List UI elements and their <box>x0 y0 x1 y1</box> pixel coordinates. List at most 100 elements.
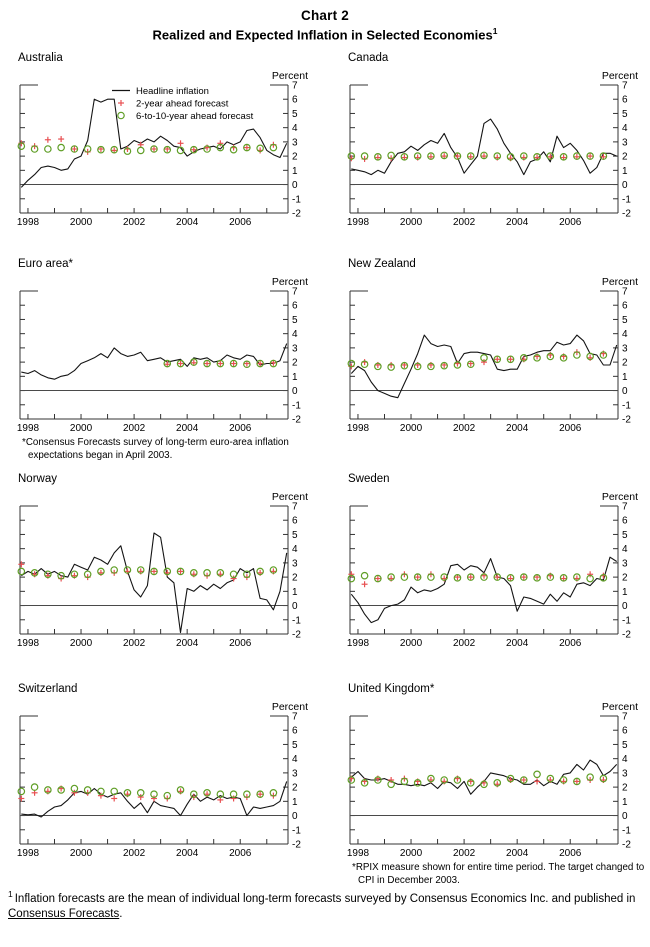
two-year-forecast-markers <box>348 349 607 370</box>
y-tick-label: -1 <box>622 401 631 412</box>
two-year-forecast-markers <box>164 360 277 368</box>
six-to-ten-year-forecast-markers <box>347 572 608 583</box>
plot-svg: 7 6 5 4 3 2 1 0 -1 -2 1998 2000 2002 2004 2006 Percent <box>17 276 308 434</box>
y-tick-label: 7 <box>292 502 298 513</box>
y-tick-label: 5 <box>622 530 628 541</box>
y-tick-label: 3 <box>622 138 628 149</box>
y-tick-label: 0 <box>292 180 298 191</box>
six-to-ten-year-forecast-markers <box>347 770 608 789</box>
chart-title-euro-area: Euro area* <box>18 258 73 271</box>
chart-united-kingdom: United Kingdom* 7 6 5 4 3 2 1 0 -1 -2 1998 2000 2002… <box>347 683 650 886</box>
x-tick-label: 2004 <box>506 638 529 649</box>
y-tick-label: 3 <box>292 138 298 149</box>
footnote-publication: Consensus Forecasts <box>8 907 120 920</box>
chart-plot-sweden: 7 6 5 4 3 2 1 0 -1 -2 1998 2000 2002 2004 2006 Percent <box>347 488 650 652</box>
footnote-period: . <box>119 907 123 920</box>
y-tick-label: 4 <box>292 544 298 555</box>
y-tick-label: 6 <box>292 516 298 527</box>
chart-title-canada: Canada <box>348 52 389 65</box>
two-year-forecast-markers <box>18 136 277 156</box>
y-tick-label: 0 <box>622 601 628 612</box>
y-tick-label: 2 <box>292 152 298 163</box>
y-tick-label: 2 <box>292 573 298 584</box>
y-tick-label: 2 <box>622 783 628 794</box>
axis-tick-labels: 7 6 5 4 3 2 1 0 -1 -2 1998 2000 2002 2004 2006 Percent <box>347 70 638 228</box>
y-tick-label: 4 <box>622 544 628 555</box>
chart-norway: Norway 7 6 5 4 3 2 1 0 -1 -2 1998 2000 2002 2004 2006 P… <box>17 473 320 683</box>
x-tick-label: 2000 <box>400 217 423 228</box>
chart-plot-new-zealand: 7 6 5 4 3 2 1 0 -1 -2 1998 2000 2002 2004 2006 Percent <box>347 273 650 437</box>
x-tick-label: 2004 <box>176 848 199 859</box>
y-tick-label: 3 <box>622 769 628 780</box>
y-tick-label: 6 <box>622 95 628 106</box>
figure-subtitle-text: Realized and Expected Inflation in Selec… <box>152 27 493 43</box>
two-year-forecast-markers <box>348 775 607 788</box>
y-tick-label: 7 <box>292 287 298 298</box>
y-tick-label: 5 <box>622 315 628 326</box>
y-tick-label: 3 <box>622 559 628 570</box>
y-tick-label: 0 <box>292 386 298 397</box>
y-tick-label: 4 <box>622 754 628 765</box>
x-tick-label: 2002 <box>123 638 146 649</box>
y-tick-label: 2 <box>292 358 298 369</box>
y-tick-label: 0 <box>622 180 628 191</box>
plot-svg: 7 6 5 4 3 2 1 0 -1 -2 1998 2000 2002 2004 2006 Percent <box>347 70 638 228</box>
x-tick-label: 2006 <box>559 217 582 228</box>
chart-title-switzerland: Switzerland <box>18 683 78 696</box>
axis-tick-labels: 7 6 5 4 3 2 1 0 -1 -2 1998 2000 2002 2004 2006 Percent <box>17 701 308 859</box>
x-tick-label: 2006 <box>229 217 252 228</box>
legend-circle-sample <box>117 112 125 120</box>
y-tick-label: -2 <box>622 209 631 220</box>
y-tick-label: 6 <box>622 516 628 527</box>
two-year-forecast-markers <box>348 571 607 588</box>
y-tick-label: 7 <box>622 502 628 513</box>
x-tick-label: 2004 <box>506 217 529 228</box>
y-tick-label: 7 <box>292 81 298 92</box>
figure-header: Chart 2 Realized and Expected Inflation … <box>0 0 650 42</box>
plot-svg: 7 6 5 4 3 2 1 0 -1 -2 1998 2000 2002 2004 2006 Percent <box>17 701 308 859</box>
percent-label: Percent <box>602 701 638 713</box>
x-tick-label: 1998 <box>17 848 40 859</box>
y-tick-label: -2 <box>622 415 631 426</box>
chart-euro-area: Euro area* 7 6 5 4 3 2 1 0 -1 -2 1998 2000 2002 2004 2… <box>17 258 320 473</box>
y-tick-label: 7 <box>622 712 628 723</box>
plot-frame <box>349 84 619 214</box>
chart-plot-canada: 7 6 5 4 3 2 1 0 -1 -2 1998 2000 2002 2004 2006 Percent <box>347 67 650 231</box>
x-tick-label: 2006 <box>229 638 252 649</box>
y-tick-label: 4 <box>292 123 298 134</box>
plot-svg: 7 6 5 4 3 2 1 0 -1 -2 1998 2000 2002 2004 2006 Percent <box>17 491 308 649</box>
figure-title: Chart 2 <box>301 8 349 23</box>
plot-frame <box>349 290 619 420</box>
x-tick-label: 2006 <box>559 423 582 434</box>
x-tick-label: 2000 <box>70 423 93 434</box>
legend-plus-sample <box>118 100 124 107</box>
x-tick-label: 2006 <box>559 638 582 649</box>
x-tick-label: 2000 <box>70 848 93 859</box>
two-year-forecast-markers <box>18 561 277 582</box>
y-tick-label: 3 <box>292 559 298 570</box>
chart-sweden: Sweden 7 6 5 4 3 2 1 0 -1 -2 1998 2000 2002 2004 2006 P… <box>347 473 650 683</box>
y-tick-label: -1 <box>622 616 631 627</box>
y-tick-label: 0 <box>292 601 298 612</box>
y-tick-label: -1 <box>292 616 301 627</box>
y-tick-label: -1 <box>292 826 301 837</box>
y-tick-label: -1 <box>622 195 631 206</box>
figure-subtitle-superscript: 1 <box>492 26 498 36</box>
y-tick-label: -1 <box>292 401 301 412</box>
x-tick-label: 2002 <box>453 217 476 228</box>
x-tick-label: 2000 <box>400 638 423 649</box>
x-tick-label: 2002 <box>123 848 146 859</box>
y-tick-label: 2 <box>622 152 628 163</box>
chart-plot-australia: 7 6 5 4 3 2 1 0 -1 -2 1998 2000 2002 2004 2006 Percent H… <box>17 67 320 231</box>
plot-svg: 7 6 5 4 3 2 1 0 -1 -2 1998 2000 2002 2004 2006 Percent <box>347 276 638 434</box>
y-tick-label: 7 <box>622 287 628 298</box>
chart-canada: Canada 7 6 5 4 3 2 1 0 -1 -2 1998 2000 2002 2004 2006 P… <box>347 52 650 258</box>
x-tick-label: 2004 <box>176 638 199 649</box>
y-tick-label: 6 <box>292 95 298 106</box>
percent-label: Percent <box>272 70 308 82</box>
six-to-ten-year-forecast-markers <box>347 151 608 161</box>
headline-series <box>351 118 617 176</box>
y-tick-label: 0 <box>292 811 298 822</box>
x-tick-label: 1998 <box>17 423 40 434</box>
y-tick-label: 6 <box>622 726 628 737</box>
